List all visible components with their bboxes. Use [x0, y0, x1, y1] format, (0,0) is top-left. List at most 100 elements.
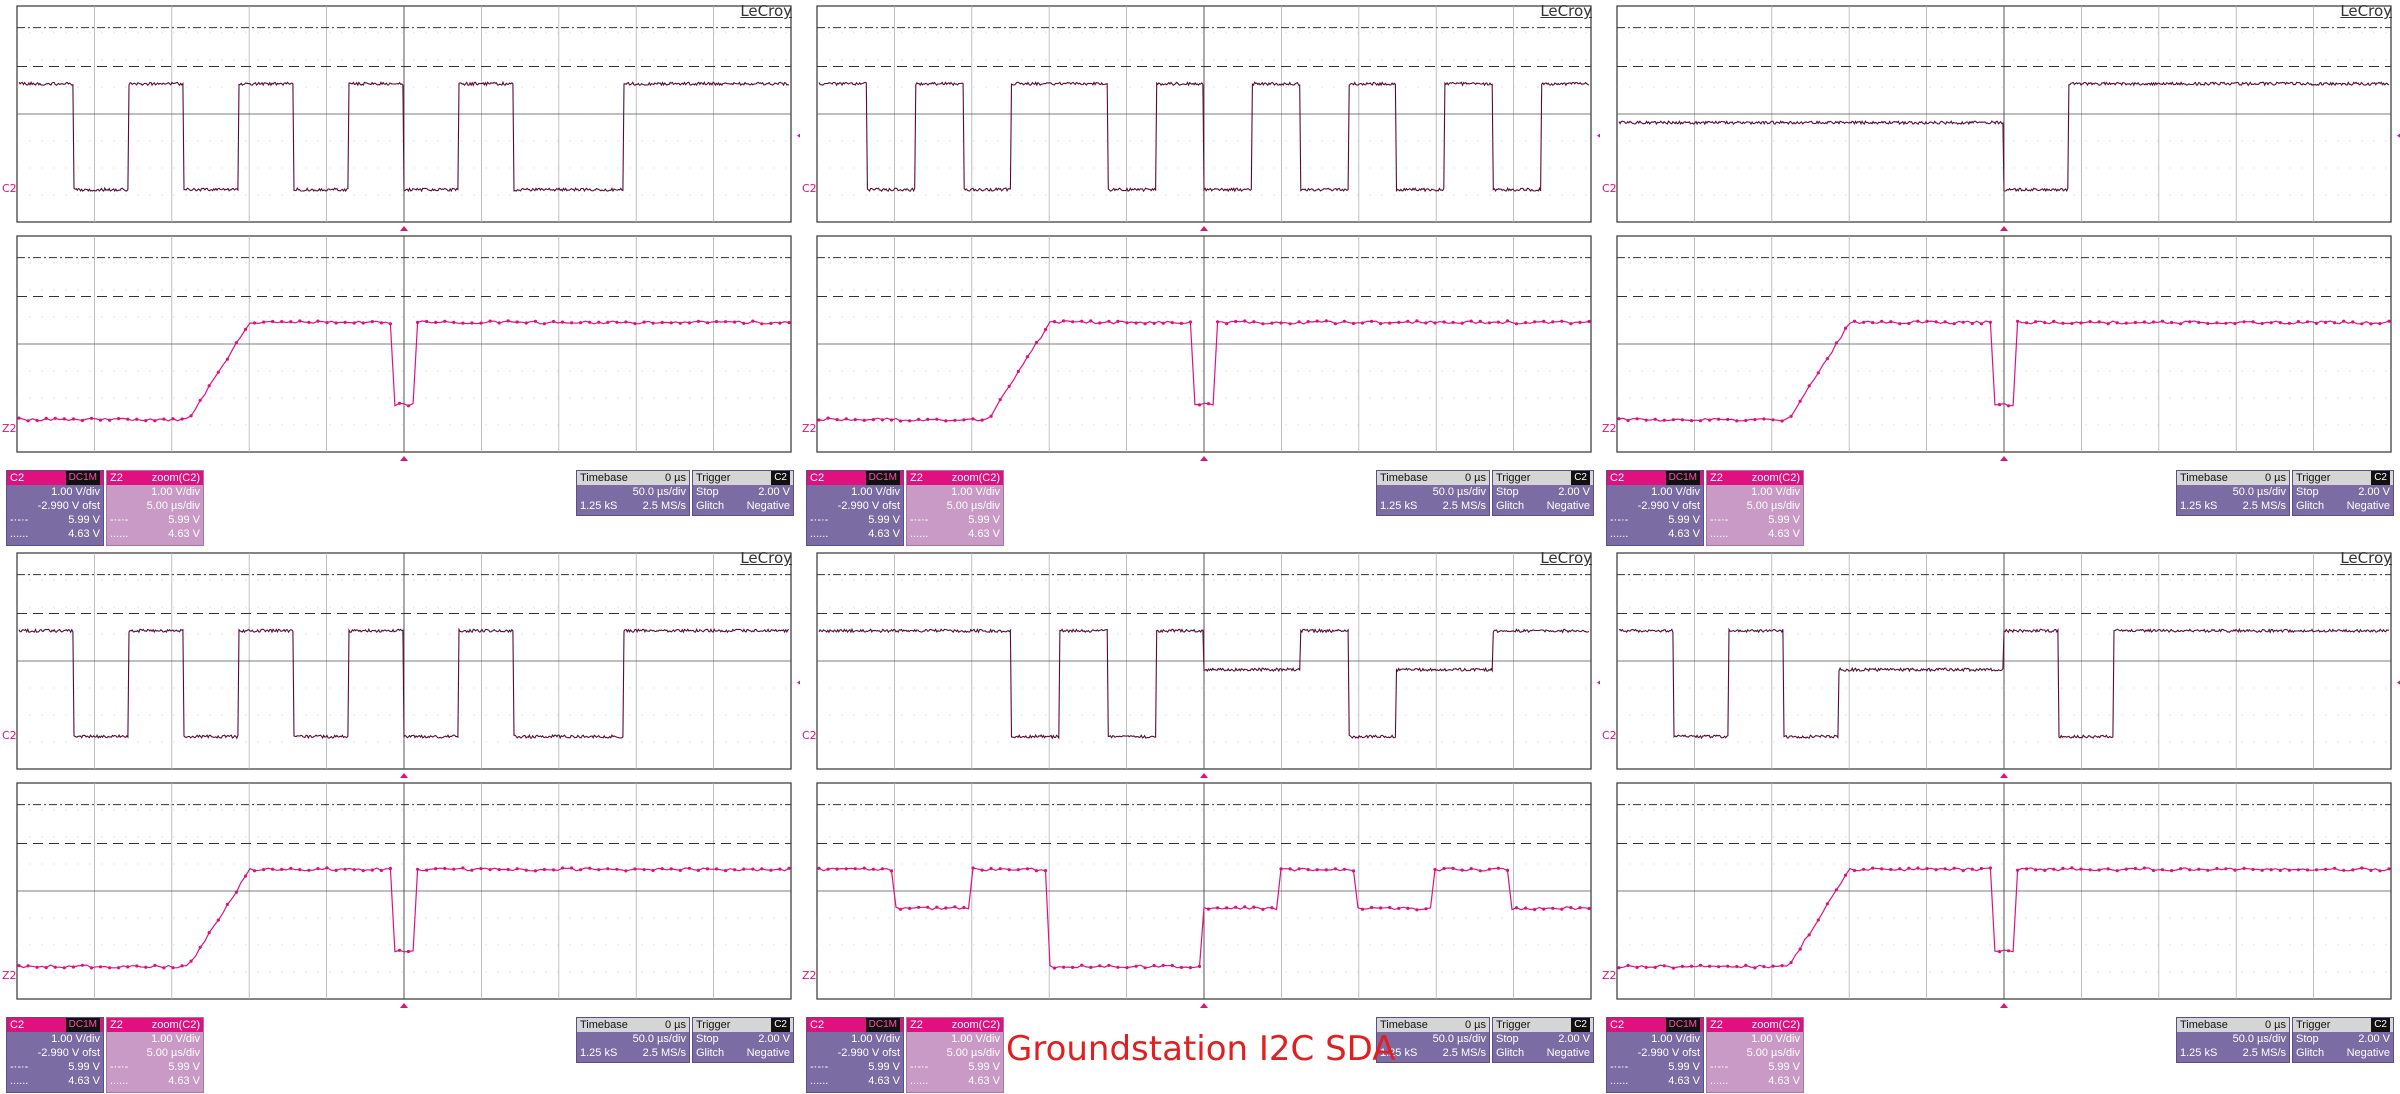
- trigger-panel[interactable]: Trigger C2 Stop 2.00 V Glitch Negative: [1492, 470, 1594, 516]
- sample-point: [71, 965, 75, 969]
- zoom-z2-label: Z2: [2, 422, 17, 435]
- sample-point: [588, 866, 592, 870]
- sample-point: [962, 905, 966, 910]
- sample-point: [62, 417, 66, 421]
- sample-point: [1617, 966, 1621, 970]
- sample-point: [2124, 321, 2128, 325]
- channel-c2-panel[interactable]: C2 DC1M 1.00 V/div -2.990 V ofst -·-·- 5.9…: [1606, 1017, 1704, 1093]
- sample-point: [1315, 868, 1319, 872]
- sample-point: [397, 401, 402, 405]
- sample-point: [1052, 966, 1057, 970]
- sample-point: [1934, 868, 1938, 872]
- sample-point: [733, 320, 737, 324]
- sample-point: [1306, 320, 1310, 324]
- sample-point: [1834, 341, 1838, 345]
- sample-point: [2224, 867, 2228, 871]
- trigger-time-marker: [2000, 456, 2008, 461]
- scope-screen: C2 Z2 LeCroy: [0, 0, 800, 470]
- zoom-z2-panel[interactable]: Z2 zoom(C2) 1.00 V/div 5.00 µs/div -·-·- 5…: [1706, 470, 1804, 546]
- channel-c2-panel[interactable]: C2 DC1M 1.00 V/div -2.990 V ofst -·-·- 5.9…: [806, 470, 904, 546]
- sample-point: [1062, 965, 1066, 969]
- sample-point: [1025, 355, 1029, 359]
- channel-c2-panel[interactable]: C2 DC1M 1.00 V/div -2.990 V ofst -·-·- 5.9…: [1606, 470, 1704, 546]
- timebase-panel[interactable]: Timebase 0 µs 50.0 µs/div 1.25 kS 2.5 MS/s: [2176, 470, 2290, 516]
- sample-point: [2351, 868, 2355, 872]
- sample-point: [416, 867, 420, 871]
- trigger-panel[interactable]: Trigger C2 Stop 2.00 V Glitch Negative: [692, 1017, 794, 1063]
- sample-point: [1170, 963, 1174, 968]
- brand-logo: LeCroy: [2340, 2, 2392, 20]
- sample-point: [515, 867, 519, 871]
- sample-point: [1234, 319, 1238, 324]
- sample-point: [343, 867, 347, 871]
- sample-point: [998, 867, 1002, 871]
- sample-point: [871, 418, 875, 422]
- sample-point: [1934, 320, 1938, 324]
- sample-point: [1360, 907, 1365, 911]
- sample-point: [1034, 869, 1038, 873]
- channel-c2-panel[interactable]: C2 DC1M 1.00 V/div -2.990 V ofst -·-·- 5.9…: [806, 1017, 904, 1093]
- sample-point: [1252, 320, 1256, 324]
- sample-point: [953, 418, 957, 422]
- sample-point: [62, 966, 66, 970]
- sample-point: [1970, 867, 1974, 871]
- sample-point: [1388, 321, 1392, 325]
- sample-point: [1469, 319, 1473, 323]
- sample-point: [1134, 321, 1138, 325]
- sample-point: [271, 319, 275, 324]
- zoom-z2-panel[interactable]: Z2 zoom(C2) 1.00 V/div 5.00 µs/div -·-·- 5…: [1706, 1017, 1804, 1093]
- sample-point: [2070, 866, 2074, 870]
- sample-point: [1916, 319, 1920, 323]
- main-waveform-trace: [1618, 81, 2390, 193]
- sample-point: [2115, 869, 2119, 873]
- sample-point: [1505, 868, 1510, 872]
- timebase-panel[interactable]: Timebase 0 µs 50.0 µs/div 1.25 kS 2.5 MS/s: [1376, 1017, 1490, 1063]
- sample-point: [1524, 906, 1528, 910]
- channel-c2-panel[interactable]: C2 DC1M 1.00 V/div -2.990 V ofst -·-·- 5.9…: [6, 1017, 104, 1093]
- sample-point: [1379, 906, 1383, 910]
- sample-point: [325, 866, 329, 870]
- timebase-panel[interactable]: Timebase 0 µs 50.0 µs/div 1.25 kS 2.5 MS/s: [576, 470, 690, 516]
- zoom-z2-panel[interactable]: Z2 zoom(C2) 1.00 V/div 5.00 µs/div -·-·- 5…: [906, 470, 1004, 546]
- zoom-z2-panel[interactable]: Z2 zoom(C2) 1.00 V/div 5.00 µs/div -·-·- 5…: [106, 1017, 204, 1093]
- sample-point: [1898, 867, 1902, 871]
- zoom-z2-panel[interactable]: Z2 zoom(C2) 1.00 V/div 5.00 µs/div -·-·- 5…: [106, 470, 204, 546]
- sample-point: [570, 321, 574, 325]
- trigger-panel[interactable]: Trigger C2 Stop 2.00 V Glitch Negative: [2292, 1017, 2394, 1063]
- sample-point: [497, 321, 501, 325]
- zoom-z2-panel[interactable]: Z2 zoom(C2) 1.00 V/div 5.00 µs/div -·-·- 5…: [906, 1017, 1004, 1093]
- sample-point: [108, 418, 112, 422]
- sample-point: [1708, 418, 1712, 422]
- sample-point: [1852, 868, 1857, 873]
- sample-point: [388, 322, 392, 326]
- sample-point: [370, 320, 374, 324]
- timebase-panel[interactable]: Timebase 0 µs 50.0 µs/div 1.25 kS 2.5 MS/s: [1376, 470, 1490, 516]
- sample-point: [2052, 319, 2056, 323]
- timebase-panel[interactable]: Timebase 0 µs 50.0 µs/div 1.25 kS 2.5 MS/s: [2176, 1017, 2290, 1063]
- sample-point: [2088, 868, 2092, 872]
- sample-point: [1533, 320, 1537, 324]
- channel-c2-label: C2: [1602, 729, 1617, 742]
- timebase-panel[interactable]: Timebase 0 µs 50.0 µs/div 1.25 kS 2.5 MS/s: [576, 1017, 690, 1063]
- sample-point: [1216, 906, 1220, 910]
- sample-point: [1862, 320, 1866, 324]
- sample-point: [989, 866, 993, 871]
- trigger-time-marker: [1200, 456, 1208, 461]
- trigger-panel[interactable]: Trigger C2 Stop 2.00 V Glitch Negative: [692, 470, 794, 516]
- sample-point: [252, 869, 257, 873]
- sample-point: [2079, 321, 2083, 325]
- sample-point: [1653, 965, 1657, 969]
- trigger-panel[interactable]: Trigger C2 Stop 2.00 V Glitch Negative: [1492, 1017, 1594, 1063]
- trigger-panel[interactable]: Trigger C2 Stop 2.00 V Glitch Negative: [2292, 470, 2394, 516]
- sample-point: [289, 866, 293, 870]
- sample-point: [1261, 907, 1265, 911]
- sample-point: [642, 868, 646, 872]
- sample-point: [1635, 417, 1639, 421]
- sample-point: [479, 867, 483, 871]
- sample-point: [533, 869, 538, 873]
- sample-point: [1043, 869, 1048, 873]
- sample-point: [1252, 905, 1256, 909]
- channel-c2-panel[interactable]: C2 DC1M 1.00 V/div -2.990 V ofst -·-·- 5.9…: [6, 470, 104, 546]
- sample-point: [1333, 867, 1337, 871]
- sample-point: [1080, 319, 1084, 323]
